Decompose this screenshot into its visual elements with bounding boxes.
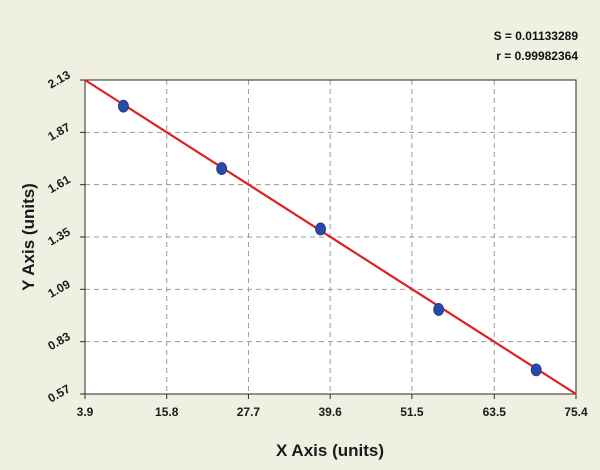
x-tick-label: 39.6	[318, 405, 342, 419]
fit-line	[84, 79, 577, 395]
x-tick-label: 3.9	[77, 405, 94, 419]
x-tick-label: 51.5	[400, 405, 424, 419]
x-tick-label: 63.5	[483, 405, 507, 419]
x-tick-label: 15.8	[155, 405, 179, 419]
y-axis-title: Y Axis (units)	[19, 183, 38, 291]
x-tick-label: 75.4	[564, 405, 588, 419]
data-point	[433, 303, 445, 316]
data-point	[118, 99, 129, 113]
x-tick-label: 27.7	[237, 405, 261, 419]
stat-r: r = 0.99982364	[496, 49, 578, 63]
x-axis-title: X Axis (units)	[276, 441, 384, 460]
stat-s: S = 0.01133289	[494, 29, 579, 43]
data-point	[216, 162, 228, 175]
fit-line-layer	[84, 79, 577, 395]
data-point	[530, 363, 542, 377]
data-point	[315, 222, 326, 236]
points-layer	[118, 99, 542, 377]
